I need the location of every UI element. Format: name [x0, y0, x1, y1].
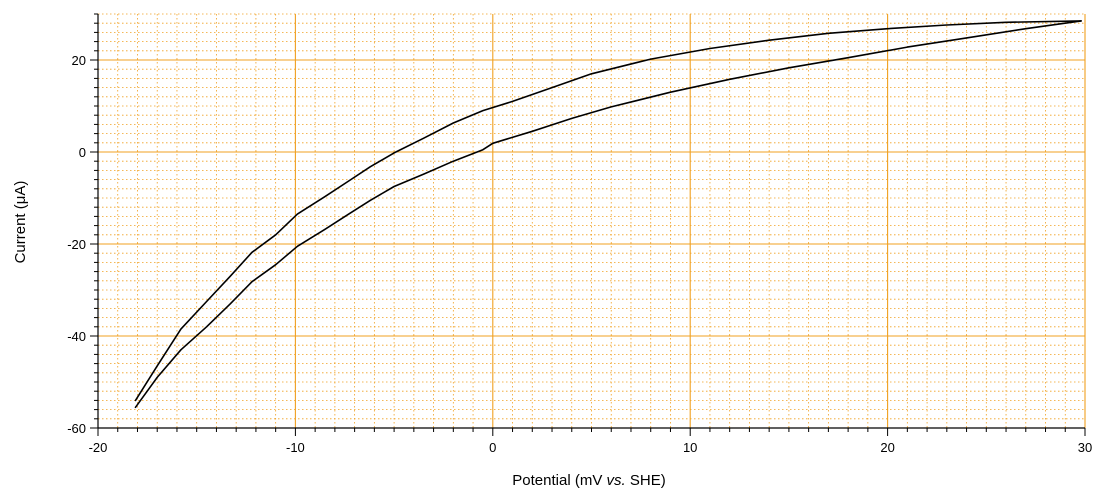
y-tick-label: -40 [67, 329, 86, 344]
x-axis-label: Potential (mV vs. SHE) [512, 472, 665, 489]
y-tick-label: -20 [67, 237, 86, 252]
x-axis-label-part: SHE) [626, 472, 666, 489]
y-axis-label-part: Current ( [12, 204, 29, 263]
y-tick-label: -60 [67, 421, 86, 436]
x-tick-label: -20 [89, 440, 108, 455]
axes [97, 14, 1085, 429]
y-axis-label-part: A) [12, 181, 29, 196]
y-tick-label: 0 [79, 145, 86, 160]
y-axis-label: Current (μA) [12, 181, 29, 264]
major-grid [98, 14, 1086, 428]
x-tick-label: 0 [489, 440, 496, 455]
minor-grid [98, 13, 1085, 428]
ticks: -20 -10 0 10 20 30 -60 -40 -20 0 20 [67, 13, 1092, 455]
x-tick-label: -10 [286, 440, 305, 455]
series-line-1 [134, 20, 1082, 402]
x-tick-label: 20 [880, 440, 894, 455]
series-lines [134, 20, 1082, 409]
x-axis-label-part: Potential (mV [512, 472, 606, 489]
y-tick-label: 20 [72, 53, 86, 68]
series-line-2 [134, 20, 1082, 409]
y-axis-label-greek: μ [12, 196, 29, 205]
x-tick-label: 30 [1078, 440, 1092, 455]
x-axis-label-italic: vs. [607, 472, 626, 489]
x-tick-label: 10 [683, 440, 697, 455]
